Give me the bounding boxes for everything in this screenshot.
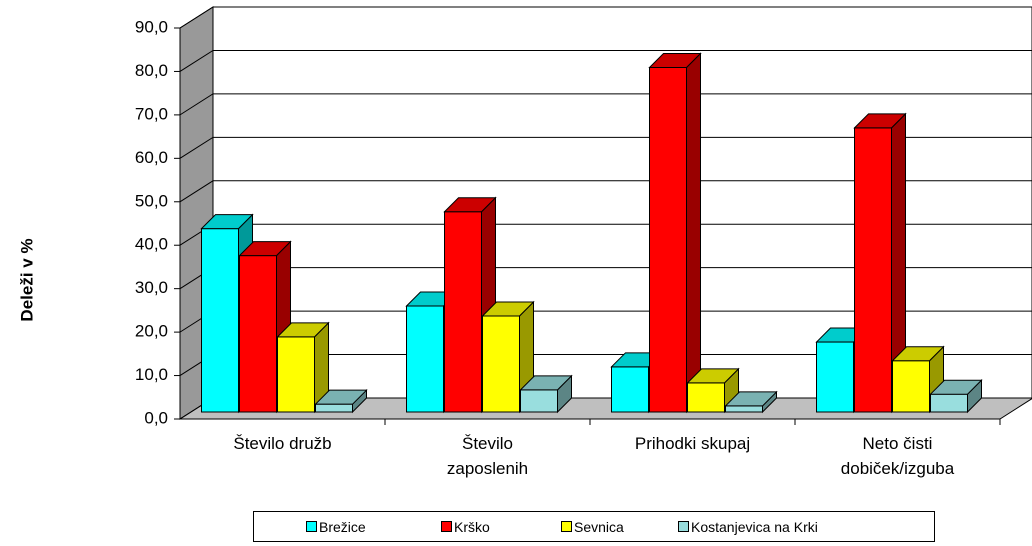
grid-line <box>179 180 1032 203</box>
bar-front <box>892 360 930 413</box>
grid-line <box>179 93 1032 116</box>
legend-swatch <box>306 521 317 532</box>
legend-swatch <box>561 521 572 532</box>
legend-swatch <box>441 521 452 532</box>
bar-top <box>481 301 535 317</box>
bar <box>314 388 368 414</box>
bar <box>481 300 535 414</box>
y-tick-label: 60,0 <box>135 148 168 167</box>
bar-top <box>853 113 907 129</box>
legend: Brežice Krško Sevnica Kostanjevica na Krki <box>253 511 935 542</box>
y-tick-label: 40,0 <box>135 235 168 254</box>
y-axis-label: Deleži v % <box>17 238 36 321</box>
legend-swatch <box>678 521 689 532</box>
bar-front <box>406 305 444 413</box>
bar-top <box>724 391 778 407</box>
bar-top <box>519 375 573 391</box>
bar-top <box>314 389 368 405</box>
bar-top <box>648 52 702 68</box>
legend-label: Krško <box>454 518 490 535</box>
bar-front <box>930 393 968 413</box>
x-tick-label: Število zaposlenih <box>446 434 529 478</box>
bar <box>724 390 778 414</box>
grid-line <box>179 6 1032 29</box>
bar-front <box>611 366 649 413</box>
bar <box>648 52 702 414</box>
x-tick-label: Število družb <box>233 434 332 453</box>
bar-front <box>649 66 687 413</box>
bar <box>929 378 983 414</box>
grid-line <box>179 136 1032 159</box>
legend-label: Kostanjevica na Krki <box>691 518 818 535</box>
x-tick-label: Prihodki skupaj <box>634 434 751 453</box>
y-tick-label: 50,0 <box>135 191 168 210</box>
legend-item: Brežice <box>306 519 366 535</box>
bar-top <box>443 197 497 213</box>
bar-front <box>239 255 277 413</box>
bar-front <box>444 211 482 413</box>
bar-side <box>686 52 701 414</box>
legend-label: Brežice <box>319 518 366 535</box>
y-tick-label: 70,0 <box>135 104 168 123</box>
bar-front <box>277 336 315 413</box>
legend-item: Krško <box>441 519 490 535</box>
bar-front <box>725 405 763 413</box>
bar-top <box>200 214 254 230</box>
y-tick-label: 30,0 <box>135 278 168 297</box>
y-tick-label: 10,0 <box>135 365 168 384</box>
bar-front <box>854 127 892 413</box>
bar-top <box>276 322 330 338</box>
bar-front <box>520 389 558 413</box>
bar <box>853 112 907 414</box>
bar-top <box>238 241 292 257</box>
y-tick-label: 80,0 <box>135 61 168 80</box>
bar-top <box>929 379 983 395</box>
y-tick-label: 20,0 <box>135 322 168 341</box>
bar-front <box>687 382 725 413</box>
bar-front <box>201 228 239 413</box>
back-wall <box>212 6 1032 399</box>
legend-item: Sevnica <box>561 519 624 535</box>
x-tick-label: Neto čisti dobiček/izguba <box>840 434 955 478</box>
legend-item: Kostanjevica na Krki <box>678 519 818 535</box>
bar-top <box>891 346 945 362</box>
bar-front <box>816 341 854 413</box>
bar-top <box>686 368 740 384</box>
legend-label: Sevnica <box>574 518 624 535</box>
y-tick-label: 0,0 <box>144 408 168 427</box>
y-tick-label: 90,0 <box>135 17 168 36</box>
bar-front <box>315 403 353 413</box>
grid-line <box>179 49 1032 72</box>
bar <box>519 374 573 414</box>
bar-front <box>482 315 520 413</box>
